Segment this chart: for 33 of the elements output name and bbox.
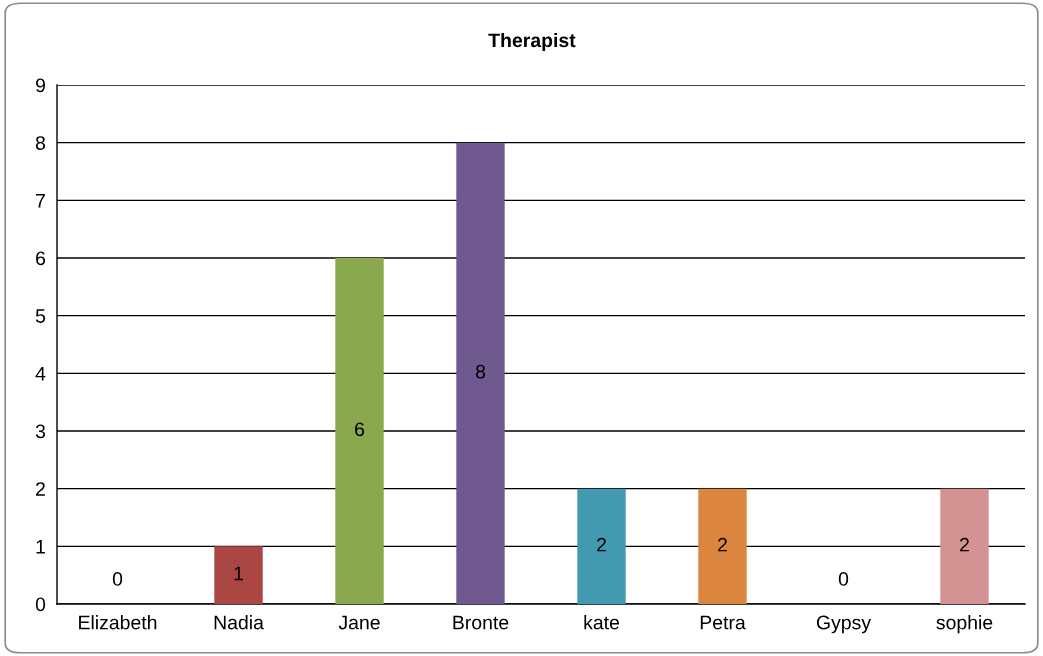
data-label: 6 [355, 422, 365, 437]
x-tick-label: kate [584, 615, 620, 630]
bar [456, 142, 505, 604]
data-label: 0 [838, 572, 849, 586]
y-tick-label: 3 [35, 424, 46, 439]
y-tick-label: 8 [35, 136, 46, 150]
y-tick-label: 6 [36, 251, 46, 266]
data-label: 2 [597, 537, 606, 552]
x-tick-label: sophie [936, 615, 993, 634]
x-tick-label: Gypsy [816, 615, 872, 634]
bar [577, 488, 626, 604]
y-tick-label: 9 [35, 78, 45, 93]
data-label: 2 [718, 537, 727, 552]
data-label: 0 [112, 572, 123, 586]
x-tick-label: Jane [338, 615, 380, 630]
y-tick-label: 7 [36, 194, 45, 208]
bar [335, 258, 384, 604]
y-tick-label: 0 [35, 597, 46, 612]
y-tick-label: 5 [35, 309, 46, 323]
bar [214, 546, 263, 604]
x-tick-label: Elizabeth [79, 615, 157, 630]
bar [940, 488, 989, 604]
data-label: 2 [960, 537, 969, 552]
chart-title: Therapist [488, 32, 576, 52]
data-label: 1 [234, 566, 243, 581]
x-tick-label: Nadia [214, 615, 264, 630]
y-tick-label: 1 [36, 540, 45, 554]
y-tick-label: 4 [35, 367, 46, 381]
y-tick-label: 2 [36, 482, 45, 496]
data-label: 8 [475, 364, 486, 379]
x-tick-label: Petra [700, 615, 746, 630]
bar [698, 488, 747, 604]
x-tick-label: Bronte [453, 615, 509, 630]
